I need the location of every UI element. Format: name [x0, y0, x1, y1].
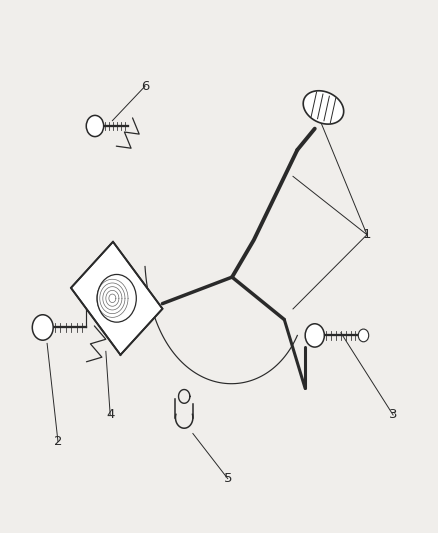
Circle shape: [305, 324, 324, 347]
Text: 2: 2: [54, 435, 62, 448]
Text: 6: 6: [141, 80, 149, 93]
Circle shape: [32, 315, 53, 340]
Text: 4: 4: [106, 408, 114, 422]
Text: 3: 3: [389, 408, 397, 422]
Text: 5: 5: [223, 472, 232, 485]
Text: 1: 1: [363, 228, 371, 241]
Circle shape: [358, 329, 369, 342]
Polygon shape: [71, 242, 162, 355]
Circle shape: [86, 115, 104, 136]
Polygon shape: [303, 91, 344, 124]
